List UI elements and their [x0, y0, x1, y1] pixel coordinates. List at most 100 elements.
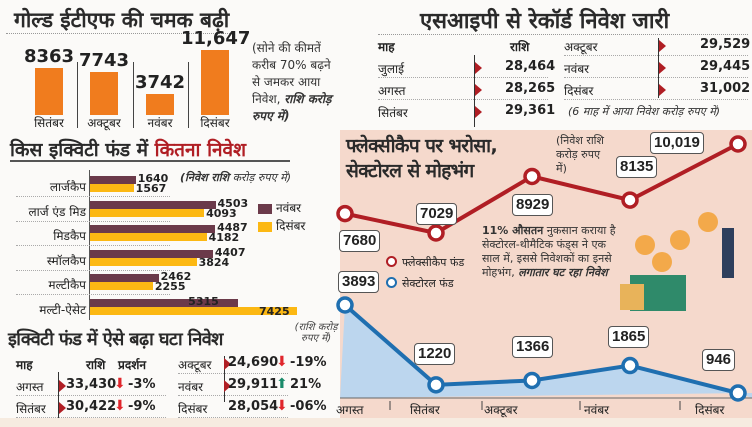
sip-month: जुलाई — [378, 62, 405, 76]
arrow-icon — [224, 380, 231, 392]
sip-month: दिसंबर — [564, 84, 594, 98]
sip-value: 31,002 — [700, 81, 751, 96]
coin-stack-illustration — [620, 284, 644, 310]
bar-nov — [90, 249, 213, 258]
x-tick-label: नवंबर — [147, 116, 173, 130]
category-label: मल्टी-ऐसेट — [39, 302, 86, 317]
data-point — [729, 384, 747, 402]
bar — [35, 68, 63, 115]
flexi-note: (निवेश राशि करोड़ रुपए में) — [556, 134, 605, 175]
note-text: (सोने की कीमतें करीब 70% बढ़ने से जमकर आ… — [252, 41, 331, 106]
legend-marker-icon — [386, 277, 397, 288]
equity-flow-note: (राशि करोड़ रुपए में) — [294, 322, 338, 344]
bar-dec — [90, 184, 134, 192]
x-tick-label: अक्टूबर — [87, 116, 121, 130]
bar — [201, 50, 229, 115]
data-label: 3824 — [198, 255, 230, 269]
data-label: 7743 — [78, 49, 130, 71]
title-underline — [10, 160, 290, 162]
coin-flower-illustration — [635, 235, 655, 255]
data-label: 2255 — [154, 280, 186, 293]
arrow-icon — [475, 106, 482, 118]
divider — [378, 34, 748, 35]
row-divider — [564, 77, 748, 78]
sip-note: (6 माह में आया निवेश करोड़ रुपए में) — [568, 105, 721, 118]
sip-value: 29,361 — [505, 103, 556, 118]
header-amount: राशि — [510, 40, 530, 54]
category-label: लार्जकैप — [49, 180, 86, 194]
data-point — [523, 167, 541, 186]
x-tick-label: दिसंबर — [200, 116, 230, 130]
flow-change: -3% — [128, 377, 156, 392]
equity-funds-title: किस इक्विटी फंड में कितना निवेश — [10, 136, 246, 162]
flow-value: 24,690 — [228, 355, 279, 370]
sip-title: एसआइपी से रेकॉर्ड निवेश जारी — [420, 9, 670, 34]
row-divider — [16, 220, 170, 222]
bar-dec — [90, 208, 205, 217]
category-label: मिडकैप — [53, 229, 86, 243]
separator — [133, 62, 134, 128]
sip-month: नवंबर — [564, 62, 590, 76]
coin-flower-illustration — [698, 212, 718, 232]
header-amount: राशि — [86, 358, 106, 372]
x-tick-label: नवंबर — [584, 403, 610, 417]
legend-label: दिसंबर — [276, 219, 306, 233]
bar-nov — [90, 176, 136, 184]
line-legend: फ्लेक्सीकैप फंड सेक्टोरल फंड — [386, 252, 464, 294]
data-label-box: 1865 — [608, 325, 650, 348]
flow-change: -06% — [290, 399, 327, 414]
legend-label: फ्लेक्सीकैप फंड — [402, 256, 465, 269]
bar-nov — [90, 200, 216, 209]
arrow-icon — [475, 62, 482, 74]
row-divider — [178, 395, 288, 396]
data-label-box: 10,019 — [650, 132, 704, 154]
flow-month: अगस्त — [16, 380, 44, 394]
row-divider — [16, 269, 170, 271]
legend-swatch — [258, 222, 272, 232]
arrow-down-icon: ⬇ — [276, 354, 288, 370]
coin-flower-illustration — [652, 252, 672, 272]
legend-marker-icon — [386, 256, 397, 267]
sip-value: 28,265 — [505, 81, 556, 96]
row-divider — [16, 245, 170, 246]
flow-value: 30,422 — [66, 399, 117, 414]
note-text: करोड़ रुपए में) — [232, 171, 292, 184]
arrow-down-icon: ⬇ — [114, 376, 126, 392]
flow-month: दिसंबर — [178, 402, 208, 416]
row-divider — [378, 77, 548, 78]
bar-dec — [90, 282, 153, 290]
data-label: 5315 — [188, 294, 219, 308]
callout-bold2: लगातार घट रहा निवेश — [518, 266, 608, 279]
bar-dec — [90, 306, 297, 315]
arrow-up-icon: ⬆ — [276, 376, 288, 392]
data-point — [621, 191, 639, 209]
flow-change: -9% — [128, 399, 156, 414]
arrow-icon — [659, 62, 666, 74]
x-tick-label: दिसंबर — [695, 403, 725, 417]
x-tick-label: अगस्त — [336, 403, 364, 417]
bar-dec — [90, 233, 207, 241]
data-label: 4503 — [217, 196, 249, 210]
column-divider — [474, 55, 475, 127]
column-divider — [224, 356, 225, 402]
data-label: 11,647 — [181, 28, 251, 49]
legend-label: सेक्टोरल फंड — [402, 277, 454, 290]
column-divider — [58, 372, 59, 420]
row-divider — [16, 294, 170, 295]
arrow-icon — [59, 380, 66, 392]
callout-text: नुकसान कराया है सेक्टोरल-थीमैटिक फंड्स न… — [482, 224, 616, 279]
data-point — [621, 356, 639, 375]
note-unit: राशि करोड़ रुपए में) — [252, 92, 332, 123]
flow-value: 28,054 — [228, 399, 279, 414]
data-label-box: 7029 — [416, 203, 458, 225]
separator — [188, 62, 189, 128]
data-point — [427, 376, 445, 394]
x-tick-label: सितंबर — [410, 403, 440, 417]
flow-month: नवंबर — [178, 380, 204, 394]
arrow-icon — [475, 84, 482, 96]
gold-etf-title: गोल्ड ईटीएफ की चमक बढ़ी — [14, 8, 230, 32]
data-label: 3742 — [134, 72, 186, 94]
category-label: स्मॉलकैप — [46, 253, 86, 268]
flow-change: 21% — [290, 377, 322, 392]
row-divider — [16, 395, 166, 396]
